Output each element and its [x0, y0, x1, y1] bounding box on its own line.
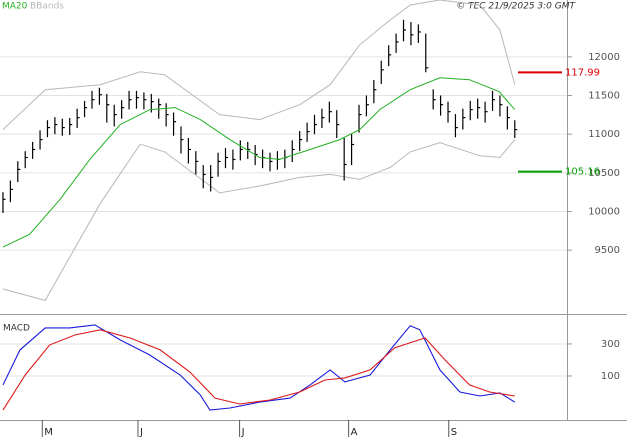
y-tick-label: 10000	[588, 206, 620, 217]
x-tick-label: A	[351, 427, 358, 438]
legend-ma: MA20	[2, 2, 28, 12]
legend-bbands: BBands	[30, 2, 64, 12]
y-tick-label: 11500	[588, 90, 620, 101]
ma-line	[2, 77, 516, 248]
y-tick-label: 100	[601, 371, 620, 382]
y-tick-label: 12000	[588, 52, 620, 63]
x-tick-label: J	[139, 427, 143, 438]
bband-upper	[2, 0, 516, 130]
y-tick-label: 9500	[595, 245, 620, 256]
y-tick-label: 11000	[588, 129, 620, 140]
macd-title: MACD	[3, 324, 30, 334]
macd-line	[2, 324, 516, 411]
bband-lower	[2, 139, 516, 301]
y-tick-label: 10500	[588, 168, 620, 179]
level-label: 105.16	[565, 167, 600, 178]
x-tick-label: M	[44, 427, 53, 438]
x-tick-label: J	[241, 427, 245, 438]
source: © TEC 21/9/2025 3:0 GMT	[456, 2, 576, 12]
x-tick-label: S	[451, 427, 457, 438]
level-label: 117.99	[565, 67, 600, 78]
macd-line	[2, 329, 515, 411]
y-tick-label: 300	[601, 339, 620, 350]
